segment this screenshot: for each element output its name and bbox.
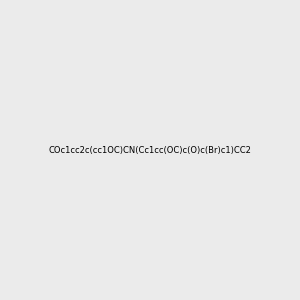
Text: COc1cc2c(cc1OC)CN(Cc1cc(OC)c(O)c(Br)c1)CC2: COc1cc2c(cc1OC)CN(Cc1cc(OC)c(O)c(Br)c1)C…	[49, 146, 251, 154]
